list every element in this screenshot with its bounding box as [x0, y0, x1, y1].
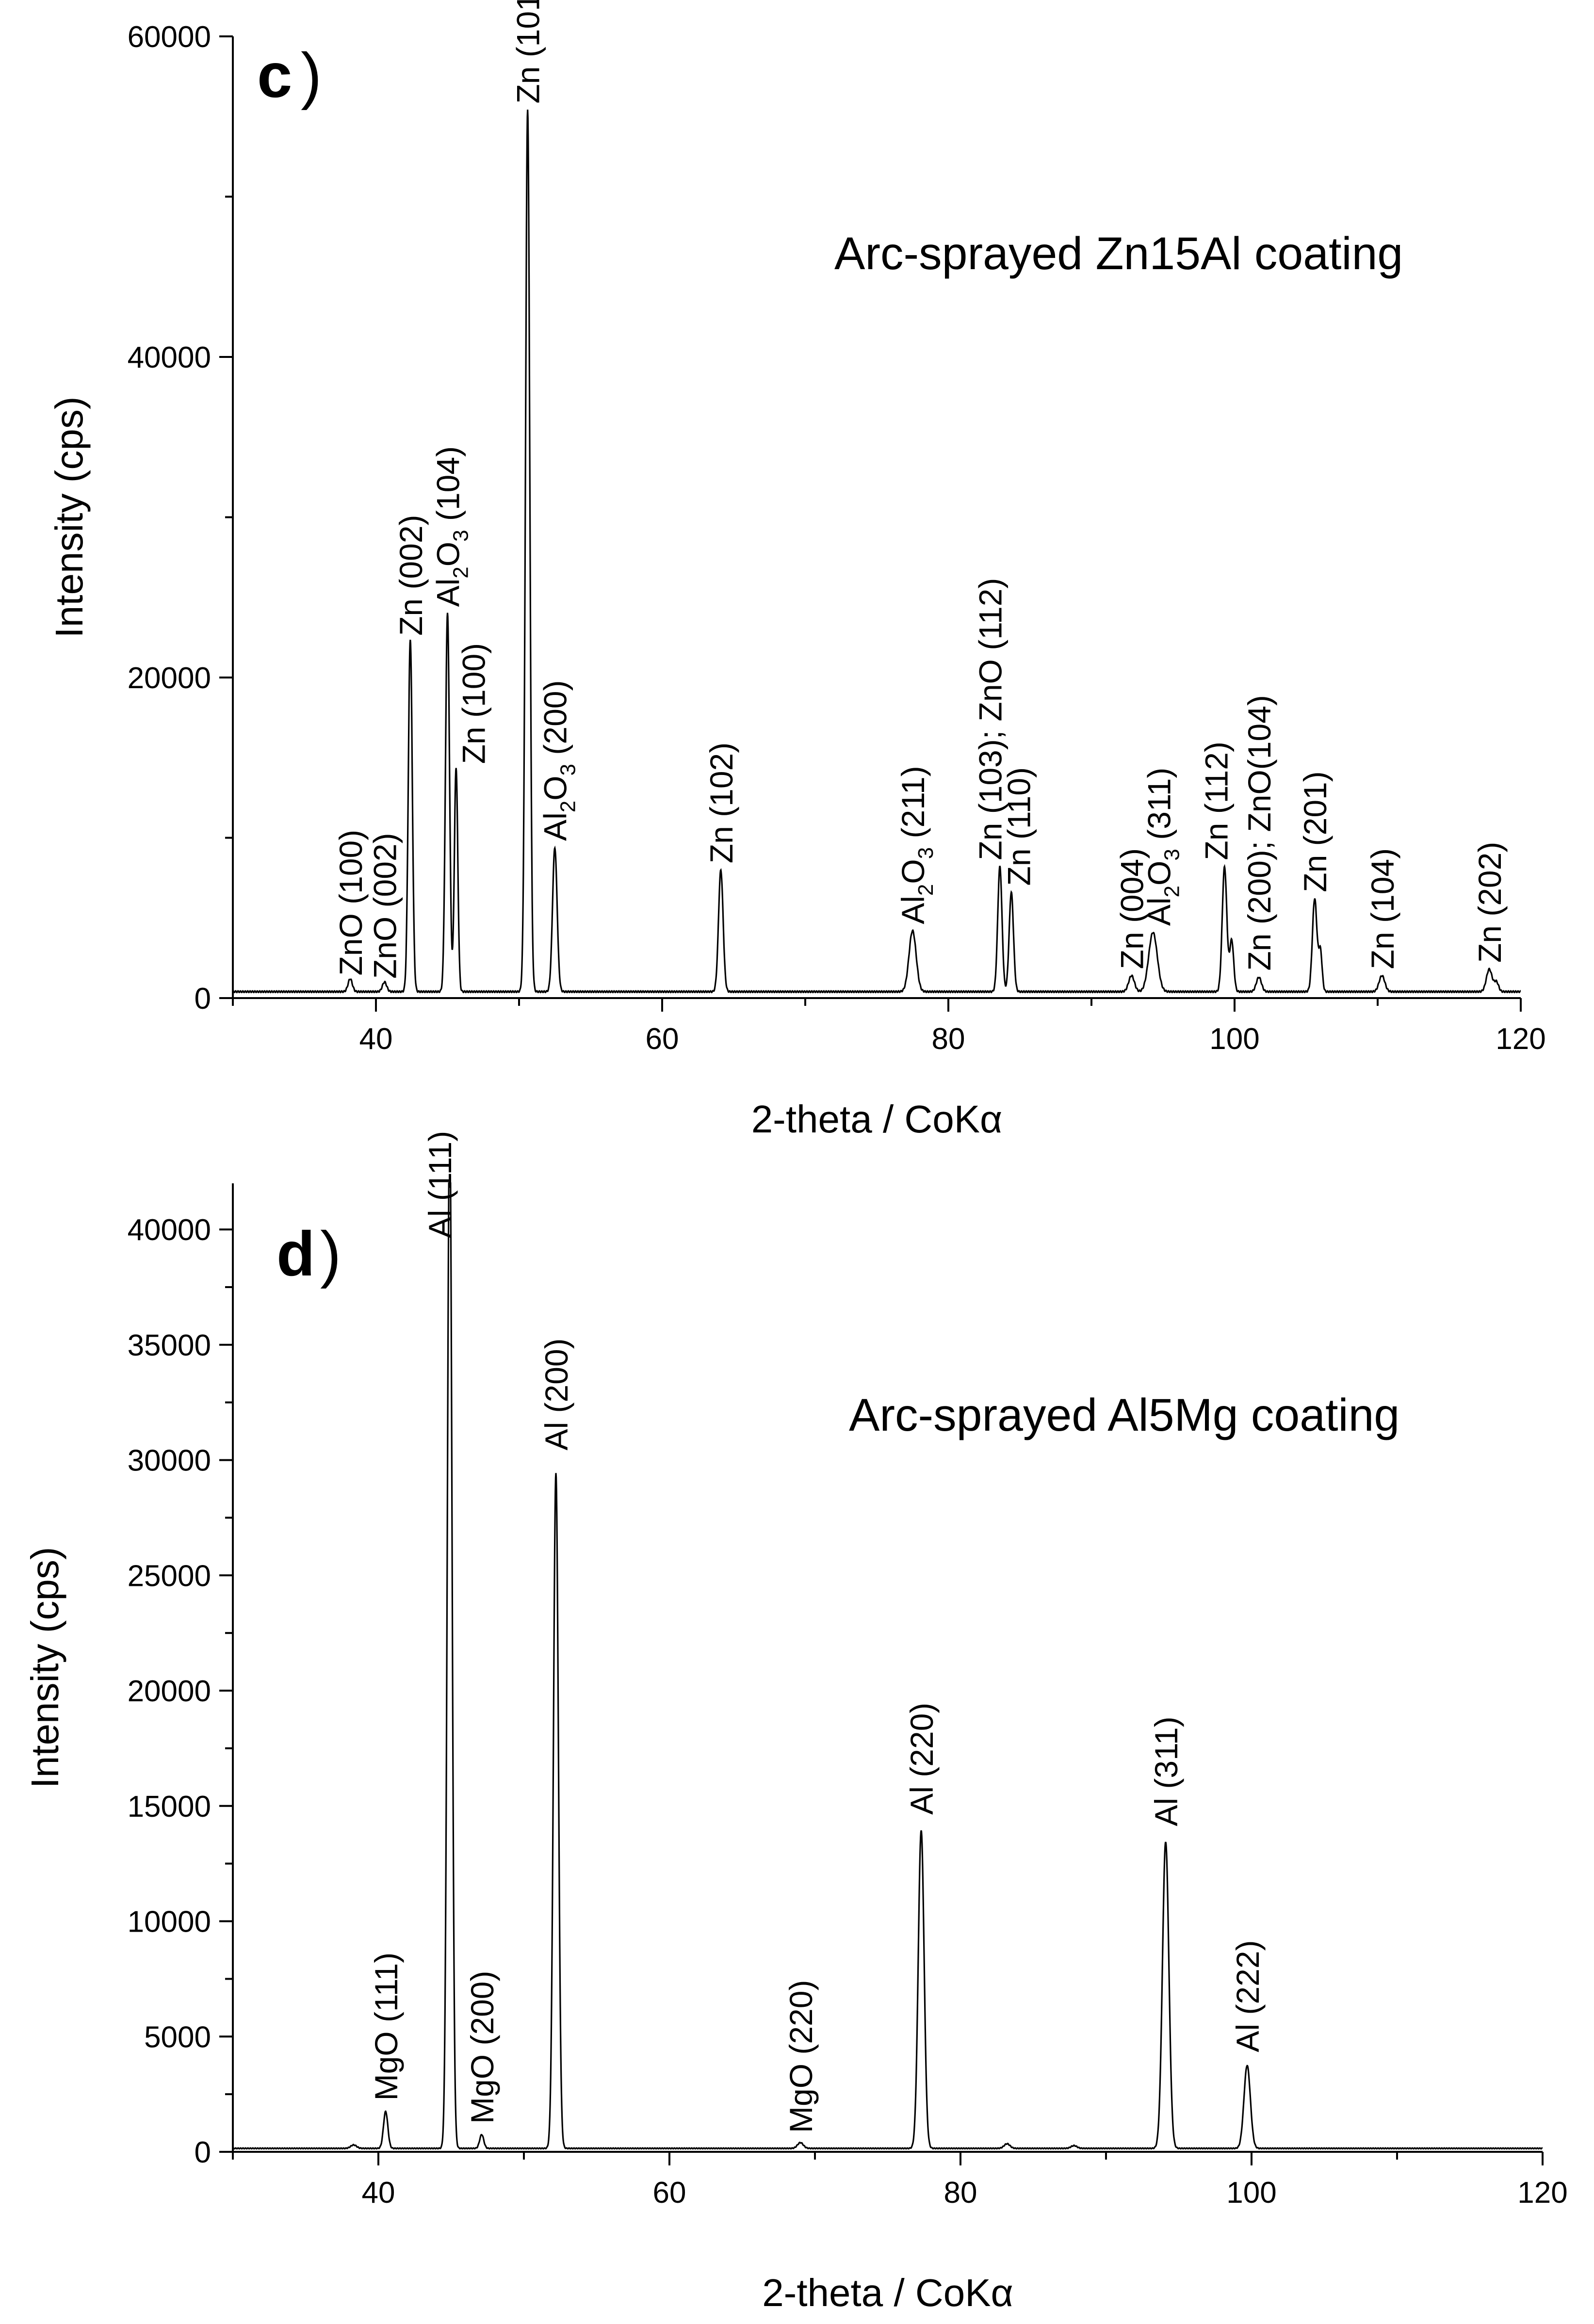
x-tick-label: 40	[359, 1022, 393, 1056]
y-tick-label: 40000	[128, 1213, 211, 1247]
panel-c: 40 60 80 100 120 0 20000 40000 60000 2-theta / Co…	[48, 0, 1546, 1141]
peak-label: ZnO (002)	[367, 833, 403, 979]
x-axis-title: 2-theta / CoKα	[762, 2271, 1013, 2314]
y-tick-label: 10000	[128, 1905, 211, 1939]
x-tick-label: 60	[653, 2176, 686, 2210]
peak-label: Al (200)	[538, 1338, 574, 1450]
y-tick-label: 20000	[128, 662, 211, 695]
peak-label: Zn (200); ZnO(104)	[1241, 695, 1277, 971]
peak-label: Al (222)	[1230, 1940, 1266, 2052]
y-axis-title: Intensity (cps)	[23, 1547, 66, 1789]
y-tick-label: 30000	[128, 1444, 211, 1478]
peak-label: Zn (104)	[1365, 848, 1400, 969]
peak-label: Zn (112)	[1199, 742, 1235, 860]
peak-label: MgO (200)	[464, 1971, 500, 2124]
x-tick-label: 100	[1226, 2176, 1276, 2210]
x-tick-label: 40	[362, 2176, 395, 2210]
y-tick-label: 15000	[128, 1790, 211, 1824]
peak-label: Al (111)	[422, 1131, 458, 1238]
x-tick-label: 80	[932, 1022, 965, 1056]
x-tick-label: 120	[1517, 2176, 1567, 2210]
peak-label: Zn (201)	[1297, 771, 1333, 892]
peak-label: Al2O3 (311)	[1141, 768, 1184, 926]
panel-paren: )	[320, 1218, 341, 1289]
peak-label: Al (220)	[904, 1703, 940, 1815]
peak-label: Zn (110)	[1001, 767, 1037, 886]
y-axis-title: Intensity (cps)	[48, 397, 91, 638]
peak-label: Zn (100)	[456, 643, 492, 764]
panel-d: 40 60 80 100 120 0 5000 10000 15000 20000 25000 300…	[23, 1131, 1568, 2314]
chart-subtitle: Arc-sprayed Zn15Al coating	[834, 228, 1403, 279]
x-tick-label: 60	[646, 1022, 679, 1056]
y-tick-label: 0	[195, 2136, 211, 2169]
peak-label: Zn (004)	[1114, 848, 1150, 969]
diffractogram-line	[233, 109, 1521, 994]
peak-label: MgO (111)	[368, 1953, 404, 2101]
peak-label: Zn (102)	[703, 742, 739, 863]
x-axis-title: 2-theta / CoKα	[751, 1097, 1003, 1141]
panel-paren: )	[301, 40, 322, 111]
peak-label: Zn (101)	[510, 0, 546, 104]
y-tick-label: 25000	[128, 1559, 211, 1593]
chart-subtitle: Arc-sprayed Al5Mg coating	[849, 1389, 1399, 1441]
x-tick-label: 100	[1209, 1022, 1259, 1056]
peak-label: Al2O3 (211)	[895, 766, 938, 924]
peak-label: Al2O3 (200)	[537, 680, 580, 841]
peak-label: ZnO (100)	[333, 830, 369, 976]
y-tick-label: 5000	[144, 2020, 211, 2054]
diffractogram-line	[233, 1182, 1543, 2150]
panel-letter: c	[257, 40, 292, 111]
y-tick-label: 0	[195, 982, 211, 1016]
peak-label: Zn (002)	[393, 515, 429, 635]
peak-label: Zn (103); ZnO (112)	[973, 578, 1008, 860]
y-tick-label: 60000	[128, 20, 211, 54]
x-tick-label: 120	[1496, 1022, 1545, 1056]
peak-label: Al (311)	[1148, 1716, 1184, 1826]
peak-label: MgO (220)	[783, 1980, 819, 2133]
x-tick-label: 80	[944, 2176, 977, 2210]
peak-label: Zn (202)	[1472, 842, 1508, 963]
panel-letter: d	[277, 1218, 315, 1289]
y-tick-label: 40000	[128, 341, 211, 374]
y-tick-label: 35000	[128, 1329, 211, 1362]
peak-label: Al2O3 (104)	[430, 446, 473, 607]
y-tick-label: 20000	[128, 1675, 211, 1708]
